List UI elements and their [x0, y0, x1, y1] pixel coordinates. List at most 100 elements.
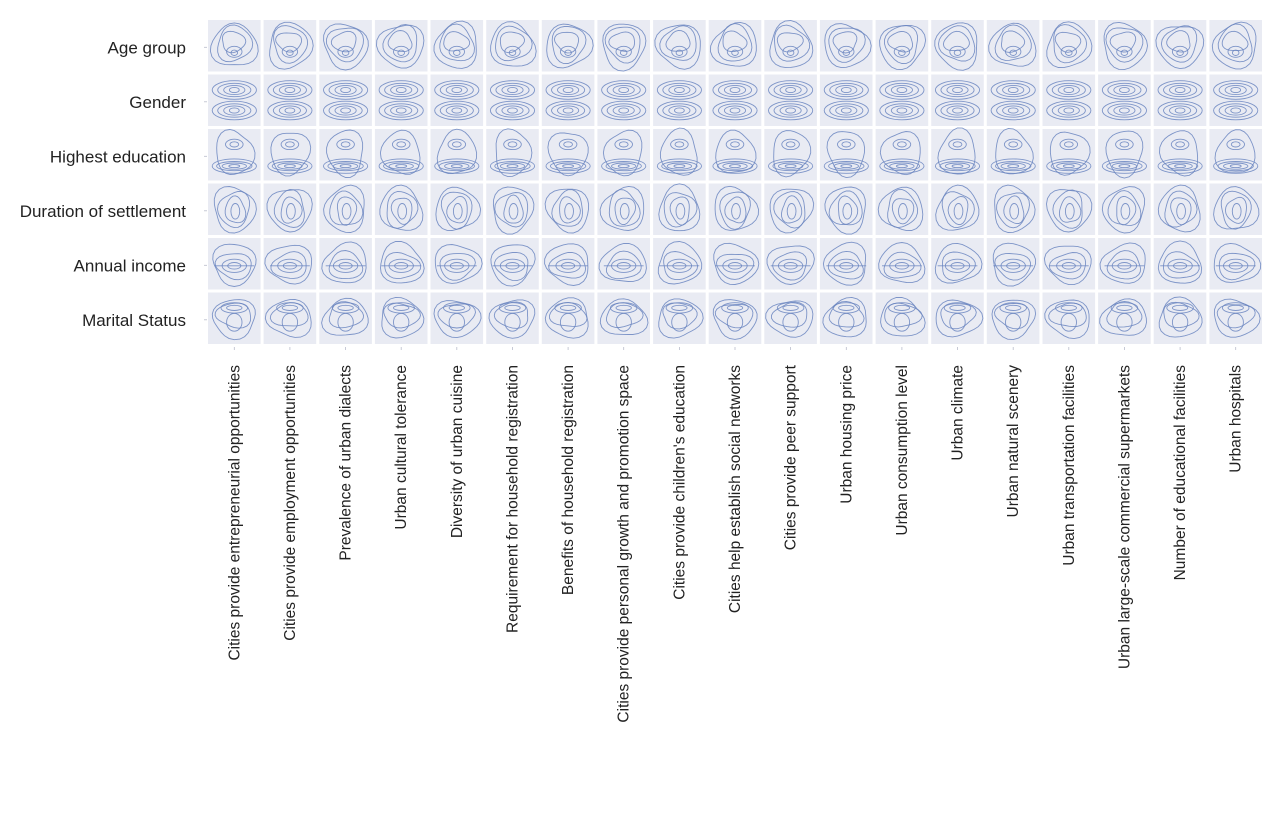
cell-background [374, 238, 428, 290]
contour-cell [1153, 74, 1207, 126]
column-label: Cities provide personal growth and promo… [616, 365, 633, 723]
contour-line [489, 158, 536, 174]
column-labels: Cities provide entrepreneurial opportuni… [226, 364, 1244, 722]
contour-line [557, 105, 580, 116]
contour-line [382, 24, 418, 63]
contour-line [1211, 21, 1257, 70]
contour-line [277, 162, 303, 170]
contour-line [376, 24, 425, 69]
contour-cell [764, 74, 817, 126]
contour-line [709, 21, 757, 67]
contour-cell [208, 238, 261, 290]
contour-line [829, 103, 864, 118]
cell-background [430, 74, 484, 126]
contour-cell [541, 238, 595, 290]
contour-line [323, 23, 369, 71]
contour-cell [819, 292, 873, 344]
contour-line [1005, 304, 1022, 311]
cell-background [1153, 74, 1207, 126]
contour-cell [319, 129, 372, 181]
contour-line [887, 31, 913, 53]
contour-line [768, 158, 814, 174]
contour-cell [1042, 129, 1096, 181]
contour-line [725, 138, 745, 151]
contour-line [212, 243, 257, 287]
cell-background [708, 238, 762, 290]
contour-line [1116, 304, 1133, 311]
contour-line [323, 100, 369, 121]
contour-line [994, 24, 1032, 61]
contour-line [264, 244, 313, 285]
contour-line [953, 203, 964, 220]
contour-cell [708, 129, 762, 181]
contour-line [271, 161, 309, 172]
contour-cell [430, 20, 484, 72]
contour-line [1059, 138, 1079, 151]
contour-line [1169, 105, 1192, 116]
contour-line [1107, 190, 1142, 226]
cell-background [1209, 20, 1262, 72]
contour-line [1220, 190, 1252, 230]
contour-line [883, 161, 921, 172]
cell-background [1042, 74, 1096, 126]
contour-line [434, 100, 480, 121]
contour-cell [319, 292, 372, 344]
contour-line [935, 299, 984, 338]
contour-line [601, 80, 647, 100]
contour-line [1050, 161, 1087, 172]
contour-cell [374, 74, 428, 126]
contour-line [1063, 107, 1075, 114]
contour-line [1224, 196, 1247, 224]
cell-background [319, 292, 372, 344]
contour-line [895, 164, 908, 169]
contour-line [601, 100, 647, 121]
contour-cell [986, 74, 1040, 126]
contour-line [1107, 103, 1142, 118]
contour-cell [1153, 238, 1207, 290]
column-label: Benefits of household registration [560, 365, 577, 595]
cell-background [1209, 183, 1262, 235]
contour-line [1167, 162, 1193, 170]
cell-background [319, 129, 372, 181]
contour-line [884, 103, 919, 118]
contour-line [450, 164, 463, 169]
column-label: Urban large-scale commercial supermarket… [1116, 365, 1133, 669]
cell-background [208, 20, 261, 72]
contour-line [670, 138, 689, 151]
cell-background [653, 20, 706, 72]
contour-cell [875, 74, 929, 126]
contour-line [1170, 197, 1192, 226]
contour-line [722, 30, 748, 53]
contour-cell [764, 183, 817, 235]
contour-line [211, 100, 257, 121]
contour-line [1175, 141, 1185, 148]
contour-line [615, 312, 632, 332]
contour-line [1119, 107, 1130, 114]
contour-line [615, 45, 632, 58]
contour-line [323, 158, 369, 174]
contour-line [1163, 103, 1198, 118]
cell-background [653, 74, 706, 126]
contour-cell [1098, 292, 1151, 344]
contour-line [434, 80, 480, 100]
contour-line [723, 84, 747, 96]
contour-cell [931, 127, 984, 181]
contour-line [1113, 105, 1136, 116]
contour-line [729, 86, 741, 94]
contour-cell [430, 128, 484, 181]
contour-line [765, 300, 814, 338]
contour-cell [263, 74, 317, 126]
contour-line [944, 162, 971, 170]
contour-line [941, 191, 975, 229]
contour-line [879, 25, 927, 71]
contour-cell [764, 20, 817, 72]
contour-line [896, 86, 908, 94]
contour-line [217, 103, 252, 118]
contour-line [381, 296, 425, 339]
contour-line [717, 103, 753, 118]
contour-line [1227, 304, 1244, 311]
contour-line [495, 103, 530, 118]
contour-line [495, 82, 530, 98]
cell-background [541, 292, 595, 344]
cell-background [931, 20, 984, 72]
